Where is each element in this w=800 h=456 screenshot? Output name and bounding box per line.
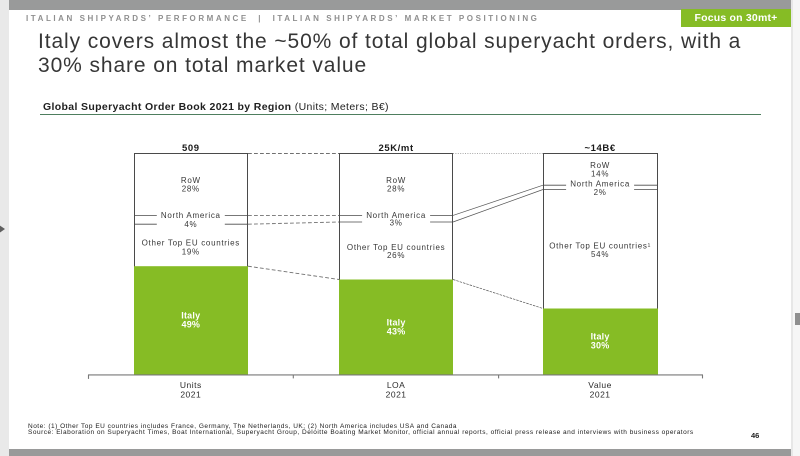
svg-text:43%: 43%: [387, 327, 406, 337]
svg-text:Other Top EU countries¹: Other Top EU countries¹: [549, 241, 651, 250]
svg-text:3%: 3%: [390, 219, 403, 228]
svg-text:19%: 19%: [182, 248, 200, 257]
svg-text:RoW: RoW: [590, 161, 610, 170]
svg-text:2021: 2021: [180, 390, 201, 400]
svg-text:26%: 26%: [387, 251, 405, 260]
svg-text:Italy: Italy: [181, 311, 200, 321]
svg-text:509: 509: [182, 143, 200, 154]
svg-text:LOA: LOA: [387, 380, 406, 390]
svg-text:Value: Value: [588, 380, 612, 390]
svg-text:2021: 2021: [386, 390, 407, 400]
svg-text:North America: North America: [366, 211, 426, 220]
svg-text:North America: North America: [161, 211, 221, 220]
svg-text:RoW: RoW: [181, 176, 201, 185]
svg-text:2%: 2%: [594, 188, 607, 197]
svg-text:54%: 54%: [591, 250, 609, 259]
svg-text:49%: 49%: [181, 320, 200, 330]
svg-text:28%: 28%: [387, 185, 405, 194]
svg-text:30%: 30%: [591, 340, 610, 350]
svg-text:25K/mt: 25K/mt: [378, 143, 414, 154]
svg-text:Italy: Italy: [591, 332, 610, 342]
svg-text:28%: 28%: [182, 185, 200, 194]
svg-text:~14B€: ~14B€: [584, 143, 615, 154]
svg-text:Other Top EU countries: Other Top EU countries: [142, 239, 240, 248]
svg-text:Other Top EU countries: Other Top EU countries: [347, 243, 445, 252]
svg-text:14%: 14%: [591, 169, 609, 178]
svg-text:4%: 4%: [184, 220, 197, 229]
svg-text:North America: North America: [570, 180, 630, 189]
svg-text:RoW: RoW: [386, 176, 406, 185]
svg-text:2021: 2021: [590, 390, 611, 400]
svg-text:Italy: Italy: [387, 318, 406, 328]
svg-text:Units: Units: [180, 380, 202, 390]
